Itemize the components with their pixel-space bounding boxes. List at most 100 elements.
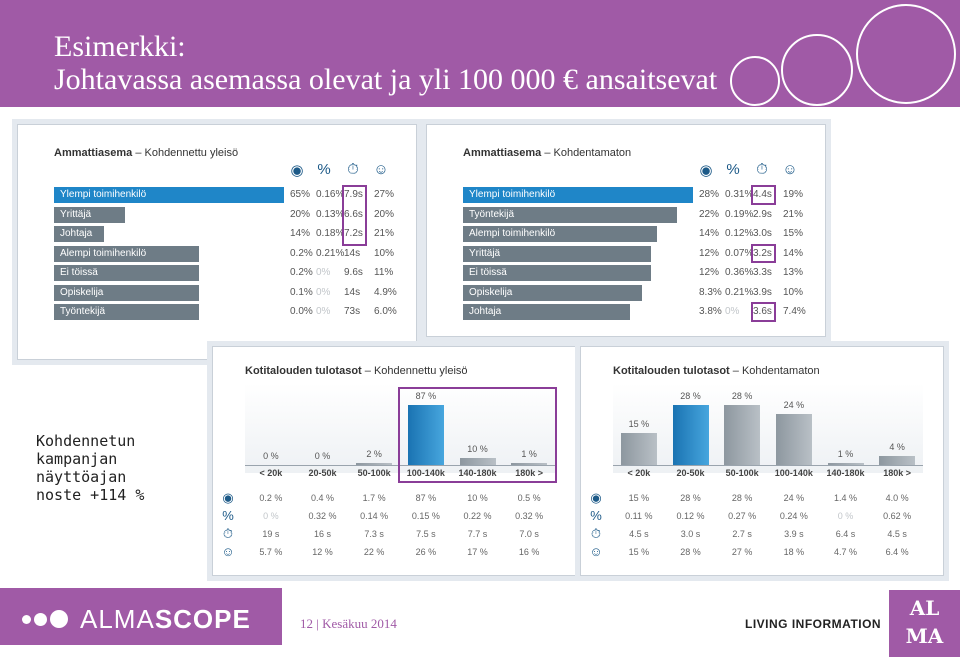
histogram-bar: [356, 463, 393, 465]
metric-cell: 19%: [783, 189, 804, 200]
histogram-bar: [407, 405, 444, 465]
metric-value: 17 %: [467, 547, 488, 557]
percent-icon: %: [590, 508, 602, 523]
person-icon: ☺: [373, 161, 389, 178]
row-label: Ylempi toimihenkilö: [469, 189, 556, 200]
metric-value: 6.4 %: [885, 547, 909, 557]
table-row: Johtaja: [54, 226, 284, 242]
stopwatch-icon: ⏱: [590, 526, 602, 541]
panel-title: Ammattiasema – Kohdennettu yleisö: [54, 147, 238, 159]
footer: ALMASCOPE 12 | Kesäkuu 2014 LIVING INFOR…: [0, 586, 960, 661]
metric-cell: 10%: [783, 286, 804, 298]
stopwatch-icon: ⏱: [756, 161, 768, 178]
stopwatch-icon: ⏱: [222, 526, 234, 541]
histogram-bar: [459, 458, 496, 465]
category-label: 50-100k: [357, 468, 391, 478]
metric-value: 22 %: [363, 547, 385, 557]
bar-value-label: 0 %: [314, 451, 331, 461]
metric-cell: 0.13%: [316, 208, 345, 220]
row-label: Yrittäjä: [60, 208, 92, 220]
eye-icon: ◉: [590, 490, 602, 505]
category-label: 50-100k: [725, 468, 759, 478]
metric-value: 3.9 s: [784, 529, 804, 539]
metric-value: 28 %: [731, 493, 753, 503]
row-label: Ylempi toimihenkilö: [60, 189, 147, 200]
share-bar: [463, 245, 652, 262]
metric-value: 3.0 s: [680, 529, 701, 539]
share-bar: [54, 187, 284, 203]
table-row: Yrittäjä: [54, 206, 284, 223]
metric-icons: ◉% ⏱ ☺: [693, 161, 803, 179]
metric-cell: 14s: [344, 247, 361, 259]
logo-bold-text: SCOPE: [154, 604, 251, 634]
metric-cell: 3.3s: [753, 267, 772, 278]
row-label: Opiskelija: [60, 286, 104, 298]
metric-value: 0 %: [263, 511, 279, 521]
category-label: 100-140k: [406, 468, 445, 478]
row-label: Työntekijä: [469, 208, 515, 220]
category-label: 20-50k: [308, 468, 337, 478]
share-bar: [54, 206, 125, 223]
metric-cell: 11%: [374, 267, 394, 278]
metric-value: 7.5 s: [416, 529, 436, 539]
almascope-logo: ALMASCOPE: [0, 588, 282, 645]
tagline: LIVING INFORMATION: [745, 617, 882, 631]
metric-value: 28 %: [680, 547, 701, 557]
table-row: Työntekijä: [54, 304, 284, 320]
table-row: Johtaja: [463, 304, 693, 320]
panel-title-rest: – Kohdennettu yleisö: [361, 365, 468, 377]
slide-title-line1: Esimerkki:: [54, 30, 186, 63]
metric-cell: 2.9s: [753, 208, 772, 220]
metric-cell: 0.21%: [316, 247, 345, 259]
category-label: 140-180k: [458, 468, 497, 478]
share-bar: [463, 226, 657, 242]
page-number-date: 12 | Kesäkuu 2014: [300, 616, 397, 631]
panel-title: Ammattiasema – Kohdentamaton: [463, 147, 631, 159]
table-row: Ei töissä: [463, 265, 693, 281]
decor-circle-large: [856, 4, 956, 104]
metric-value: 0.22 %: [463, 511, 492, 521]
category-label: 140-180k: [826, 468, 865, 478]
metric-value: 0.27 %: [728, 511, 757, 521]
bar-value-label: 28 %: [731, 391, 753, 401]
metric-cell: 14%: [699, 228, 720, 239]
share-bar: [54, 226, 104, 242]
eye-icon: ◉: [699, 162, 713, 179]
panel-title-bold: Ammattiasema: [463, 147, 542, 159]
metric-value: 0.24 %: [779, 511, 808, 521]
highlight-box: [751, 302, 776, 322]
metric-value: 0.14 %: [360, 511, 389, 521]
alma-logo: AL MA: [889, 590, 960, 657]
histogram-bar: [672, 405, 709, 465]
metric-value: 0.2 %: [259, 493, 283, 503]
x-axis: [245, 465, 555, 466]
panel-tulotasot-kohdennettu: Kotitalouden tulotasot – Kohdennettu yle…: [212, 346, 576, 576]
metric-cell: 0%: [316, 286, 331, 298]
histogram-bar: [620, 432, 657, 465]
metric-cell: 20%: [290, 208, 311, 220]
metric-cell: 7.9s: [344, 189, 363, 200]
metric-value: 28 %: [680, 493, 701, 503]
metric-cell: 0.21%: [725, 286, 754, 298]
panel-title-rest: – Kohdentamaton: [729, 365, 820, 377]
share-bar: [54, 245, 199, 262]
metric-cell: 13%: [783, 267, 804, 278]
bar-value-label: 24 %: [783, 399, 805, 410]
table-row: Yrittäjä: [463, 245, 693, 262]
bar-value-label: 15 %: [628, 418, 650, 429]
share-bar: [463, 284, 642, 301]
category-label: 180k >: [515, 468, 544, 478]
metric-cell: 7.4%: [783, 306, 806, 317]
panel-title: Kotitalouden tulotasot – Kohdennettu yle…: [245, 365, 468, 377]
metric-value: 0.11 %: [625, 511, 653, 521]
row-label: Ei töissä: [469, 267, 507, 278]
person-icon: ☺: [589, 544, 603, 559]
metric-value: 16 %: [518, 547, 540, 557]
metric-value: 7.0 s: [519, 529, 539, 539]
metric-cell: 73s: [344, 306, 361, 317]
metric-value: 16 s: [313, 529, 331, 539]
share-bar: [54, 284, 199, 301]
metric-cell: 3.9s: [753, 286, 772, 298]
metric-value: 15 %: [628, 493, 650, 503]
metric-cell: 9.6s: [344, 267, 363, 278]
